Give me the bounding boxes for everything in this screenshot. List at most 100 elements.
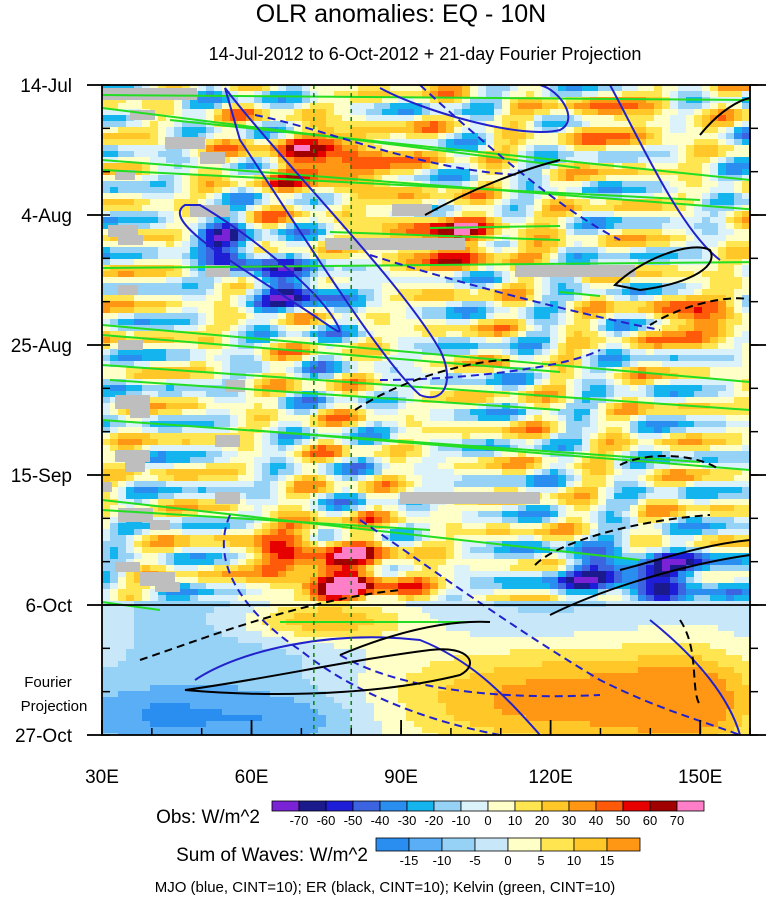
missing-data-cell: [115, 450, 150, 462]
kelvin-contour: [249, 429, 750, 471]
colorbar-level-label: 0: [484, 813, 491, 828]
colorbar-swatch: [514, 800, 543, 812]
colorbar-swatch: [298, 800, 327, 812]
y-tick-label: 15-Sep: [11, 466, 72, 487]
kelvin-contour: [102, 364, 750, 411]
er-contour: [339, 620, 491, 656]
colorbar-swatch: [474, 837, 509, 852]
colorbar-level-label: -10: [433, 853, 452, 868]
y-tick-label: 25-Aug: [11, 336, 72, 357]
er-contour: [679, 619, 701, 706]
colorbar-swatch: [649, 800, 678, 812]
missing-data-cell: [102, 88, 197, 100]
mjo-contour: [649, 619, 741, 735]
kelvin-contour: [102, 169, 701, 201]
missing-data-cell: [130, 408, 150, 418]
er-contour: [184, 648, 471, 696]
colorbar-level-label: 0: [504, 853, 511, 868]
missing-data-cell: [115, 395, 150, 409]
kelvin-contour: [102, 324, 750, 383]
er-contour: [424, 159, 561, 216]
colorbar-level-label: 20: [535, 813, 549, 828]
mjo-contour: [194, 636, 541, 735]
kelvin-contour: [102, 334, 561, 373]
obs-colorbar: -70 -60 -50 -40 -30 -20 -10 0 10 20 30 40 50 60 70: [271, 800, 705, 828]
plot-area: [102, 85, 750, 735]
colorbar-level-label: -60: [317, 813, 336, 828]
obs-colorbar-label: Obs: W/m^2: [156, 807, 260, 828]
colorbar-swatch: [622, 800, 651, 812]
missing-data-cell: [118, 235, 143, 245]
missing-data-cell: [102, 482, 112, 492]
missing-data-cell: [125, 462, 145, 472]
y-tick-label: 4-Aug: [21, 206, 72, 227]
colorbar-swatch: [540, 837, 575, 852]
missing-data-cell: [200, 152, 225, 164]
y-tick-label: 27-Oct: [15, 726, 73, 747]
missing-data-cell: [515, 265, 635, 277]
plot-frame: [101, 84, 751, 736]
colorbar-level-label: -50: [344, 813, 363, 828]
er-contour: [139, 589, 401, 661]
mjo-contour: [224, 87, 449, 399]
colorbar-swatch: [352, 800, 381, 812]
kelvin-contour: [102, 261, 750, 269]
chart-title: OLR anomalies: EQ - 10N: [256, 0, 546, 28]
mjo-contour: [254, 114, 521, 176]
missing-data-cell: [155, 582, 180, 592]
colorbar-swatch: [573, 837, 608, 852]
colorbar-swatch: [441, 837, 476, 852]
colorbar-level-label: -10: [452, 813, 471, 828]
waves-colorbar: -15 -10 -5 0 5 10 15: [375, 837, 641, 868]
er-contour: [699, 97, 750, 136]
kelvin-contour: [429, 225, 561, 229]
missing-data-cell: [118, 340, 143, 350]
missing-data-cell: [225, 380, 245, 392]
colorbar-level-label: 40: [589, 813, 603, 828]
missing-data-cell: [115, 562, 140, 572]
colorbar-swatch: [487, 800, 516, 812]
colorbar-swatch: [606, 837, 641, 852]
colorbar-swatch: [408, 837, 443, 852]
kelvin-contour: [102, 499, 641, 561]
x-tick-label: 60E: [235, 767, 269, 788]
colorbar-level-label: -5: [469, 853, 481, 868]
missing-data-cell: [165, 137, 205, 149]
colorbar-level-label: -30: [398, 813, 417, 828]
missing-data-cell: [108, 225, 138, 237]
x-tick-label: 150E: [678, 767, 722, 788]
colorbar-level-label: 50: [616, 813, 630, 828]
colorbar-swatch: [379, 800, 408, 812]
mjo-contour: [359, 519, 741, 735]
colorbar-level-label: 30: [562, 813, 576, 828]
kelvin-contour: [109, 379, 561, 411]
missing-data-cell: [115, 170, 135, 180]
colorbar-swatch: [375, 837, 410, 852]
er-contour: [354, 359, 511, 411]
colorbar-level-label: 10: [567, 853, 581, 868]
mjo-contour: [379, 85, 570, 133]
colorbar-level-label: 15: [600, 853, 614, 868]
kelvin-contour: [559, 291, 601, 297]
er-contour: [619, 455, 721, 471]
colorbar-level-label: 5: [537, 853, 544, 868]
mjo-contour: [369, 254, 661, 331]
x-tick-label: 90E: [384, 767, 418, 788]
kelvin-contour: [329, 231, 561, 241]
kelvin-contour: [102, 509, 431, 531]
colorbar-level-label: -20: [425, 813, 444, 828]
colorbar-level-label: -15: [400, 853, 419, 868]
mjo-contour: [178, 204, 341, 333]
kelvin-contour: [102, 94, 750, 101]
chart-subtitle: 14-Jul-2012 to 6-Oct-2012 + 21-day Fouri…: [209, 44, 642, 64]
colorbar-swatch: [676, 800, 705, 812]
colorbar-level-label: 60: [643, 813, 657, 828]
mjo-contour: [339, 654, 601, 698]
missing-data-cell: [130, 110, 155, 120]
kelvin-contour: [102, 419, 701, 463]
missing-data-cell: [392, 204, 432, 216]
colorbar-swatch: [433, 800, 462, 812]
er-contour: [612, 246, 713, 292]
er-contour: [649, 297, 750, 326]
